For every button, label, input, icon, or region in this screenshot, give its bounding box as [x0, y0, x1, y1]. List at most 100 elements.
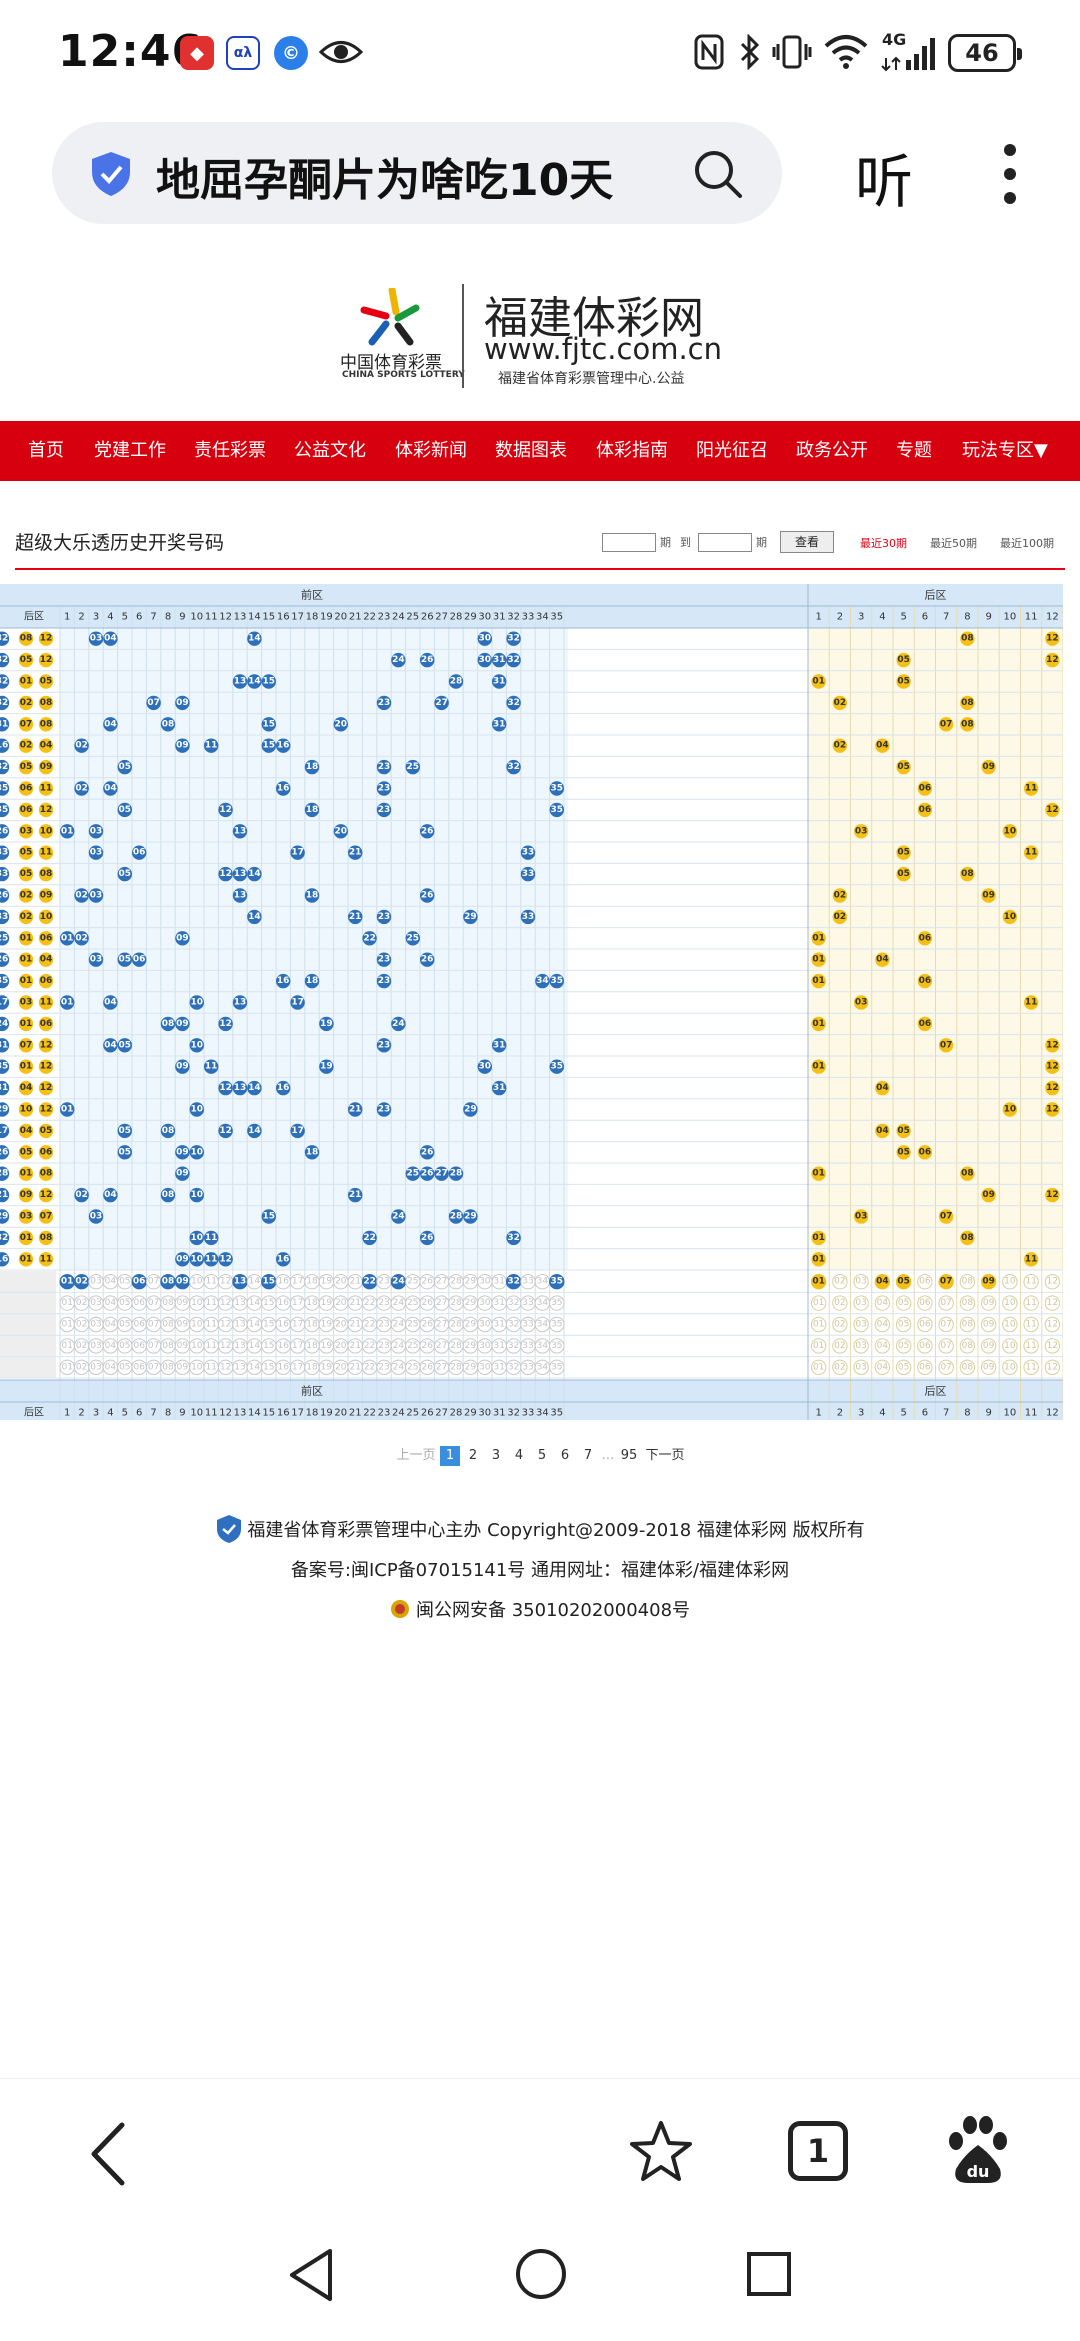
ball-label: 01: [20, 1233, 33, 1243]
ball-label: 17: [291, 998, 304, 1008]
ball-label: 22: [364, 1341, 375, 1351]
ball-front: [348, 1102, 363, 1117]
address-bar[interactable]: 地屈孕酮片为啥吃10天: [52, 122, 782, 224]
ball-label: 04: [877, 1341, 889, 1351]
nav-item-guide[interactable]: 体彩指南: [596, 440, 668, 461]
ball-label: 11: [1025, 998, 1038, 1008]
ball-label: 04: [876, 1126, 889, 1136]
tab-recent-100[interactable]: 最近100期: [1000, 537, 1054, 550]
column-number: 10: [1004, 612, 1017, 623]
system-recents-icon[interactable]: [746, 2251, 792, 2297]
ball-label: 08: [962, 1277, 974, 1287]
ball-label: 31: [493, 677, 506, 687]
search-icon[interactable]: [692, 148, 744, 200]
nav-item-responsible[interactable]: 责任彩票: [194, 440, 266, 461]
ball-front: [376, 973, 392, 989]
nav-item-party[interactable]: 党建工作: [94, 440, 166, 461]
ball-placeholder: [832, 1359, 848, 1375]
page-3-button[interactable]: 3: [491, 1448, 501, 1463]
ball-label: 07: [148, 1277, 159, 1287]
ball-label: 03: [90, 955, 103, 965]
ball-back: [38, 1230, 54, 1246]
page-7-button[interactable]: 7: [583, 1448, 593, 1463]
ball-front: [477, 631, 492, 646]
ball-label: 15: [263, 1298, 274, 1308]
ball-label: 05: [897, 1126, 910, 1136]
tab-recent-50[interactable]: 最近50期: [930, 537, 977, 550]
page-95-button[interactable]: 95: [620, 1448, 638, 1463]
nav-item-charts[interactable]: 数据图表: [495, 440, 567, 461]
ball-back: [917, 1016, 933, 1032]
view-button[interactable]: 查看: [780, 531, 834, 553]
title-underline: [15, 568, 1065, 570]
ball-front: [88, 824, 104, 839]
ball-label: 33: [0, 912, 8, 922]
ball-front: [88, 845, 104, 860]
ball-label: 22: [363, 1233, 376, 1243]
ball-label: 04: [876, 1083, 889, 1093]
ball-front: [276, 781, 291, 796]
ball-back: [18, 1016, 34, 1032]
listen-button[interactable]: 听: [855, 148, 914, 216]
ball-label: 03: [20, 998, 33, 1008]
nav-item-games[interactable]: 玩法专区▼: [962, 440, 1048, 461]
ball-front: [0, 1252, 10, 1267]
ball-back: [18, 866, 34, 882]
more-icon[interactable]: [1000, 142, 1020, 206]
ball-label: 05: [897, 677, 910, 687]
page-1-button[interactable]: 1: [440, 1446, 460, 1466]
ball-label: 10: [191, 1040, 204, 1050]
ball-label: 05: [898, 1362, 909, 1372]
ball-label: 12: [1046, 1083, 1059, 1093]
ball-label: 26: [0, 891, 8, 901]
ball-label: 03: [20, 826, 33, 836]
column-number: 17: [291, 612, 304, 623]
ball-label: 10: [20, 1105, 33, 1115]
end-period-input[interactable]: [698, 533, 752, 552]
nav-item-home[interactable]: 首页: [28, 440, 64, 461]
ball-label: 26: [0, 826, 8, 836]
ball-front: [74, 888, 89, 903]
column-number: 19: [320, 612, 333, 623]
nav-item-recruit[interactable]: 阳光征召: [696, 440, 768, 461]
column-number: 8: [165, 1408, 171, 1419]
ball-label: 26: [421, 1277, 433, 1287]
column-number: 11: [1025, 1408, 1038, 1419]
star-icon[interactable]: [628, 2119, 694, 2185]
nav-item-gov[interactable]: 政务公开: [796, 440, 868, 461]
tabs-icon[interactable]: 1: [788, 2121, 848, 2181]
start-period-input[interactable]: [602, 533, 656, 552]
ball-label: 23: [378, 1105, 391, 1115]
ball-label: 33: [522, 912, 535, 922]
ball-back: [1045, 1102, 1060, 1117]
page-5-button[interactable]: 5: [537, 1448, 547, 1463]
nav-item-news[interactable]: 体彩新闻: [395, 440, 467, 461]
page-6-button[interactable]: 6: [560, 1448, 570, 1463]
nav-item-topics[interactable]: 专题: [896, 440, 932, 461]
system-back-icon[interactable]: [286, 2247, 336, 2303]
ball-back: [875, 738, 890, 753]
ball-label: 01: [20, 677, 33, 687]
ball-front: [549, 973, 564, 989]
back-icon[interactable]: [86, 2119, 130, 2189]
tab-recent-30[interactable]: 最近30期: [860, 537, 907, 550]
site-logo[interactable]: 中国体育彩票 CHINA SPORTS LOTTERY 福建体彩网 www.fj…: [330, 280, 730, 400]
page-2-button[interactable]: 2: [468, 1448, 478, 1463]
ball-label: 03: [855, 1212, 868, 1222]
ball-label: 01: [812, 1062, 825, 1072]
system-home-icon[interactable]: [514, 2247, 568, 2301]
ball-front: [204, 1230, 219, 1246]
next-page-button[interactable]: 下一页: [645, 1448, 685, 1463]
nfc-icon: [692, 30, 726, 74]
page-4-button[interactable]: 4: [514, 1448, 524, 1463]
ball-placeholder: [810, 1359, 827, 1375]
baidu-icon[interactable]: du: [946, 2115, 1010, 2187]
nav-item-culture[interactable]: 公益文化: [294, 440, 366, 461]
ball-placeholder: [980, 1338, 997, 1354]
ball-label: 12: [1046, 1062, 1059, 1072]
ball-label: 30: [479, 1362, 491, 1372]
prev-page-button[interactable]: 上一页: [396, 1448, 436, 1463]
ball-label: 21: [349, 1277, 360, 1287]
ball-front: [189, 1038, 204, 1053]
url-text[interactable]: 地屈孕酮片为啥吃10天: [156, 155, 614, 206]
